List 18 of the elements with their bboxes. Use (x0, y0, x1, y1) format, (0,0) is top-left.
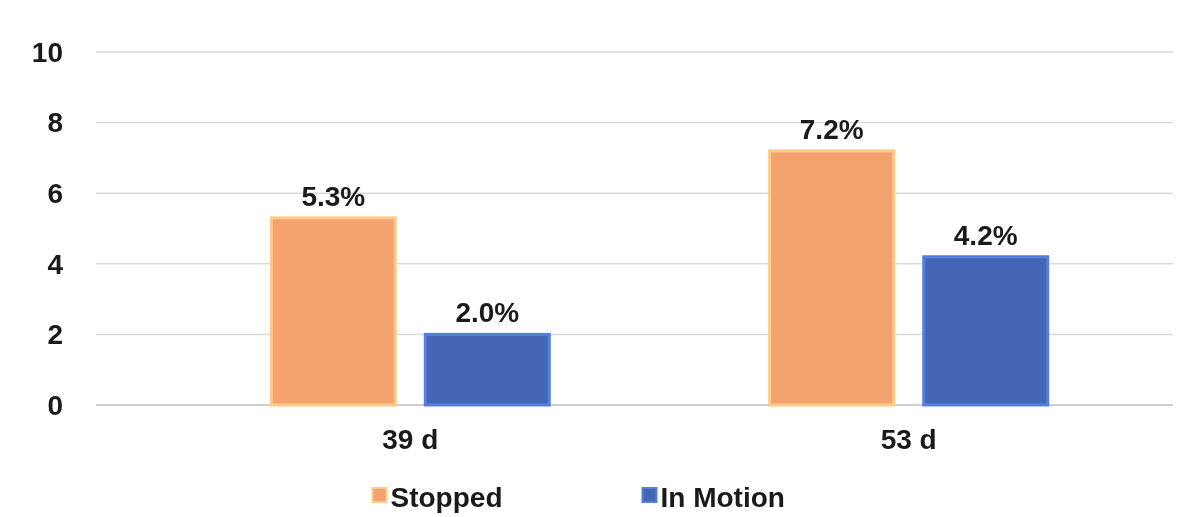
data-label: 4.2% (953, 219, 1018, 251)
bar (922, 255, 1050, 407)
legend-label: In Motion (660, 481, 785, 513)
y-tick-label: 2 (47, 319, 63, 351)
y-tick-label: 4 (47, 248, 64, 280)
bar (768, 149, 896, 407)
data-label: 7.2% (799, 113, 864, 145)
y-tick-label: 10 (31, 36, 63, 68)
x-tick-label: 39 d (382, 424, 439, 455)
data-label: 5.3% (301, 180, 366, 212)
data-label: 2.0% (455, 297, 520, 329)
bar (423, 332, 551, 407)
legend-label: Stopped (390, 481, 503, 513)
y-tick-label: 6 (47, 178, 63, 209)
y-tick-label: 0 (47, 389, 63, 421)
x-tick-label: 53 d (880, 424, 937, 455)
bar (269, 216, 397, 407)
y-tick-label: 8 (47, 107, 63, 139)
